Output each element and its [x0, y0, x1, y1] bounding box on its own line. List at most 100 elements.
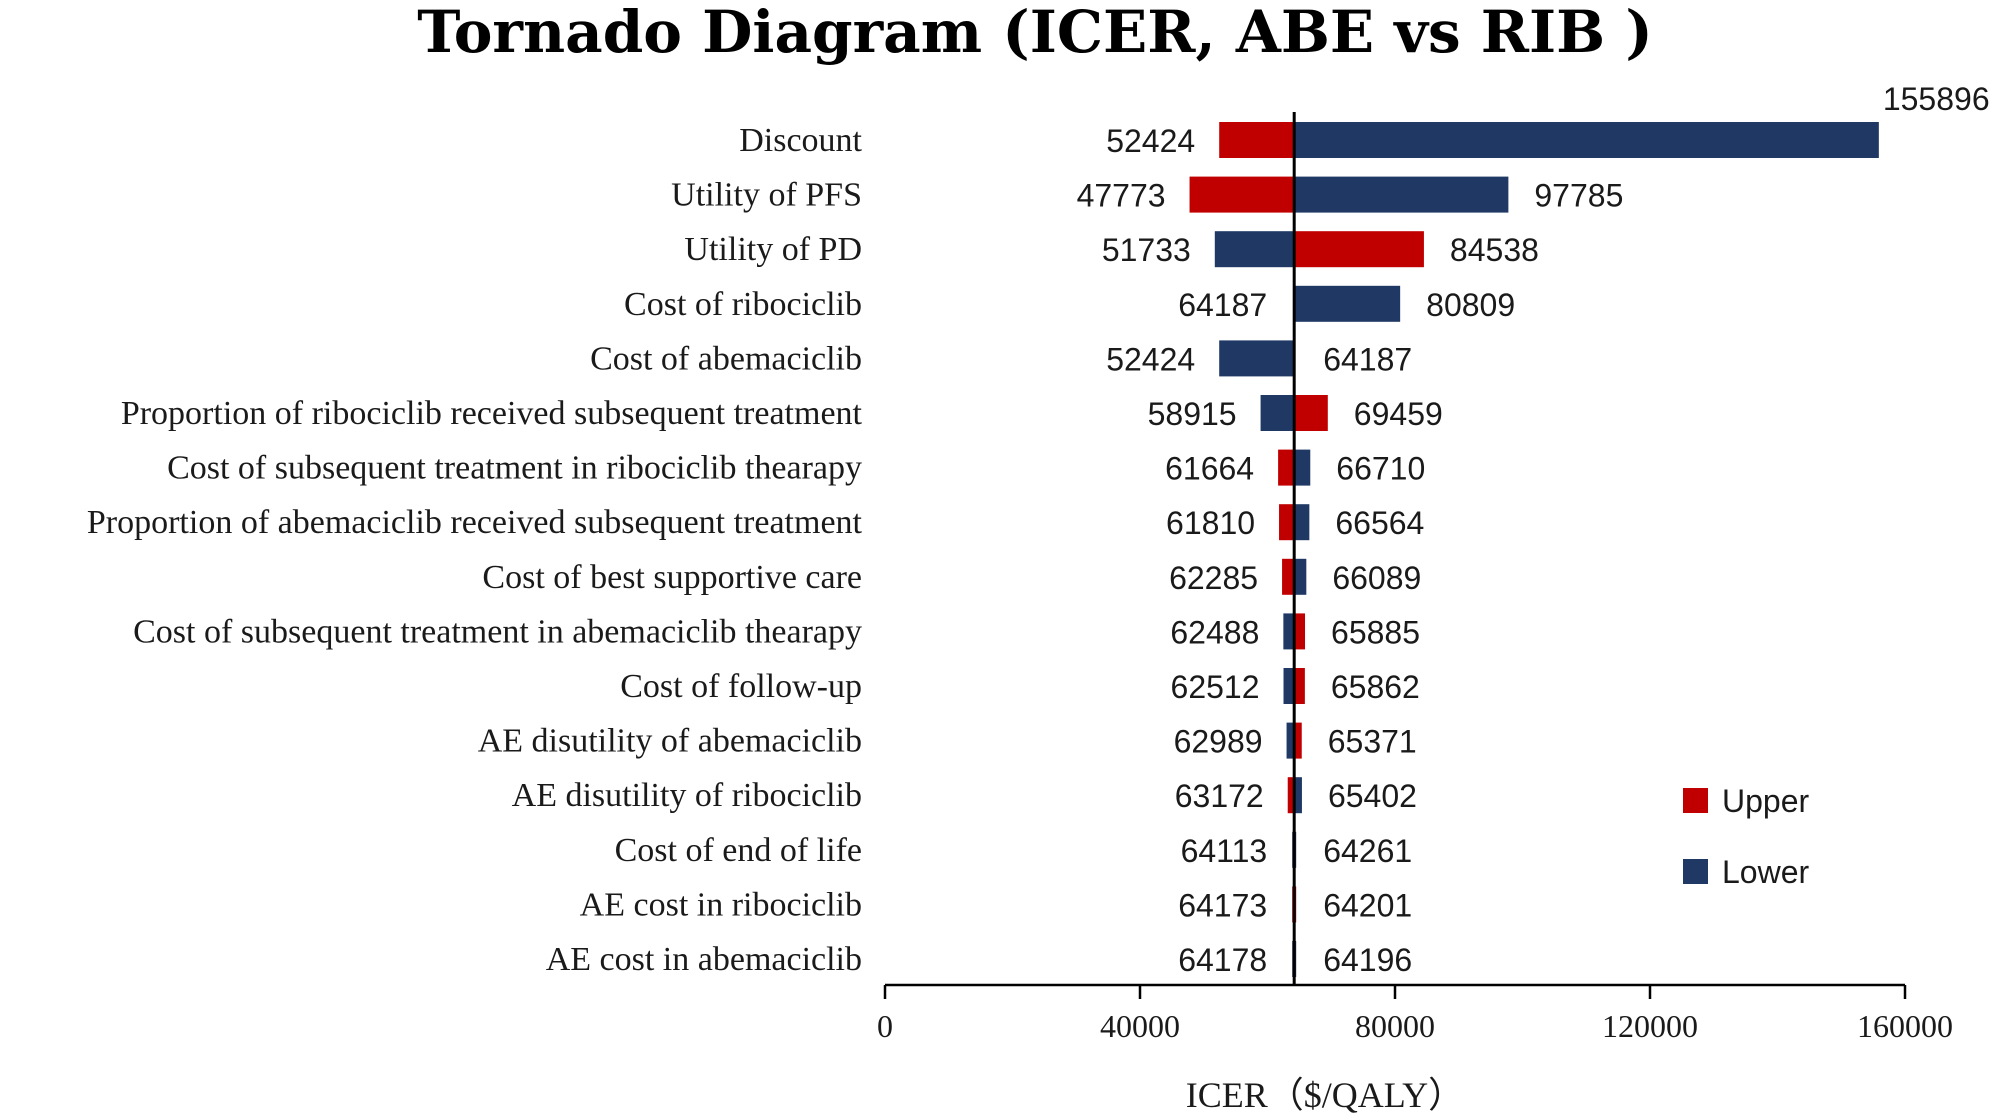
bar-right-upper: [1294, 613, 1306, 650]
tornado-row: Utility of PFS 47773 97785: [671, 176, 1623, 214]
right-value-label: 66564: [1335, 505, 1424, 541]
right-value-label: 64187: [1323, 341, 1412, 377]
tornado-row: Proportion of abemaciclib received subse…: [87, 504, 1424, 541]
right-value-label: 65402: [1328, 778, 1417, 814]
left-value-label: 64173: [1178, 887, 1267, 923]
left-value-label: 61810: [1166, 505, 1255, 541]
parameter-label: Cost of abemaciclib: [590, 340, 862, 377]
parameter-label: Cost of ribociclib: [624, 286, 862, 323]
x-tick-label: 80000: [1355, 1008, 1435, 1044]
parameter-label: Cost of end of life: [615, 832, 862, 869]
left-value-label: 61664: [1165, 451, 1254, 487]
left-value-label: 52424: [1106, 341, 1195, 377]
bar-right-lower: [1294, 449, 1311, 486]
x-tick-label: 160000: [1857, 1008, 1953, 1044]
bar-left-upper: [1282, 558, 1295, 595]
tornado-row: Discount 52424 155896: [739, 81, 1989, 159]
x-axis-label: ICER（$/QALY）: [1186, 1075, 1464, 1115]
right-value-label: 69459: [1354, 396, 1443, 432]
bar-right-upper: [1294, 231, 1424, 268]
bar-right-upper: [1294, 395, 1328, 431]
parameter-label: Discount: [739, 122, 862, 159]
left-value-label: 64187: [1178, 287, 1267, 323]
left-value-label: 58915: [1148, 396, 1237, 432]
tornado-row: Cost of follow-up 62512 65862: [620, 668, 1420, 705]
left-value-label: 64178: [1178, 942, 1267, 978]
x-tick-label: 120000: [1602, 1008, 1698, 1044]
right-value-label: 84538: [1450, 232, 1539, 268]
right-value-label: 64196: [1323, 942, 1412, 978]
bar-right-upper: [1294, 722, 1302, 759]
bar-left-lower: [1214, 231, 1295, 268]
right-value-label: 65371: [1328, 724, 1417, 760]
legend-swatch-upper: [1683, 788, 1708, 813]
right-value-label: 66710: [1336, 451, 1425, 487]
bar-right-lower: [1294, 504, 1310, 541]
tornado-row: Proportion of ribociclib received subseq…: [121, 395, 1443, 432]
legend-label-upper: Upper: [1722, 783, 1810, 819]
bar-right-upper: [1294, 668, 1305, 704]
x-axis: 0 40000 80000 120000 160000: [877, 983, 1953, 1044]
tornado-row: AE cost in abemaciclib 64178 64196: [546, 941, 1412, 978]
tornado-row: AE disutility of ribociclib 63172 65402: [512, 777, 1417, 814]
left-value-label: 63172: [1175, 778, 1264, 814]
right-value-label: 155896: [1883, 81, 1990, 117]
right-value-label: 66089: [1332, 560, 1421, 596]
bar-left-lower: [1260, 395, 1295, 431]
tornado-row: Utility of PD 51733 84538: [684, 231, 1539, 268]
right-value-label: 64261: [1323, 833, 1412, 869]
tornado-row: Cost of best supportive care 62285 66089: [482, 558, 1421, 596]
left-value-label: 64113: [1181, 833, 1268, 869]
legend: Upper Lower: [1683, 783, 1810, 890]
bar-left-upper: [1279, 504, 1295, 541]
left-value-label: 62512: [1171, 669, 1260, 705]
parameter-label: Utility of PFS: [671, 177, 862, 214]
x-tick-label: 0: [877, 1008, 893, 1044]
bar-left-upper: [1287, 777, 1295, 814]
left-value-label: 62488: [1170, 614, 1259, 650]
bar-left-lower: [1283, 668, 1295, 704]
bar-right-lower: [1294, 558, 1307, 595]
left-value-label: 52424: [1106, 123, 1195, 159]
bar-right-lower: [1294, 122, 1879, 158]
right-value-label: 80809: [1426, 287, 1515, 323]
tornado-row: AE disutility of abemaciclib 62989 65371: [478, 722, 1417, 760]
right-value-label: 65862: [1331, 669, 1420, 705]
parameter-label: Utility of PD: [684, 231, 862, 268]
tornado-row: AE cost in ribociclib 64173 64201: [580, 886, 1412, 923]
bar-right-lower: [1294, 777, 1302, 814]
parameter-label: Cost of subsequent treatment in ribocicl…: [167, 450, 862, 487]
tornado-row: Cost of abemaciclib 52424 64187: [590, 340, 1412, 377]
legend-swatch-lower: [1683, 859, 1708, 884]
bar-left-lower: [1283, 613, 1295, 650]
parameter-label: Proportion of ribociclib received subseq…: [121, 395, 863, 432]
tornado-row: Cost of subsequent treatment in abemacic…: [133, 613, 1420, 650]
bar-left-upper: [1219, 122, 1295, 158]
bar-left-lower: [1286, 722, 1295, 759]
parameter-label: AE disutility of ribociclib: [512, 777, 862, 814]
parameter-label: AE cost in abemaciclib: [546, 941, 862, 978]
left-value-label: 62285: [1169, 560, 1258, 596]
bar-right-lower: [1294, 176, 1509, 213]
parameter-label: AE disutility of abemaciclib: [478, 723, 862, 760]
bar-right-lower: [1294, 285, 1401, 322]
left-value-label: 62989: [1174, 724, 1263, 760]
left-value-label: 47773: [1077, 178, 1166, 214]
bar-left-upper: [1278, 449, 1295, 486]
bar-left-lower: [1219, 340, 1295, 377]
parameter-label: Proportion of abemaciclib received subse…: [87, 504, 863, 541]
bar-left-upper: [1189, 176, 1295, 213]
right-value-label: 97785: [1534, 178, 1623, 214]
parameter-label: AE cost in ribociclib: [580, 886, 862, 923]
x-tick-label: 40000: [1100, 1008, 1180, 1044]
legend-label-lower: Lower: [1722, 854, 1810, 890]
parameter-label: Cost of follow-up: [620, 668, 862, 705]
tornado-row: Cost of subsequent treatment in ribocicl…: [167, 449, 1425, 487]
rows-layer: Discount 52424 155896 Utility of PFS 47773 97…: [87, 81, 1990, 978]
tornado-row: Cost of end of life 64113 64261: [615, 831, 1412, 869]
right-value-label: 64201: [1323, 887, 1412, 923]
parameter-label: Cost of best supportive care: [482, 559, 862, 596]
right-value-label: 65885: [1331, 614, 1420, 650]
chart-title: Tornado Diagram (ICER, ABE vs RIB ): [417, 0, 1653, 66]
